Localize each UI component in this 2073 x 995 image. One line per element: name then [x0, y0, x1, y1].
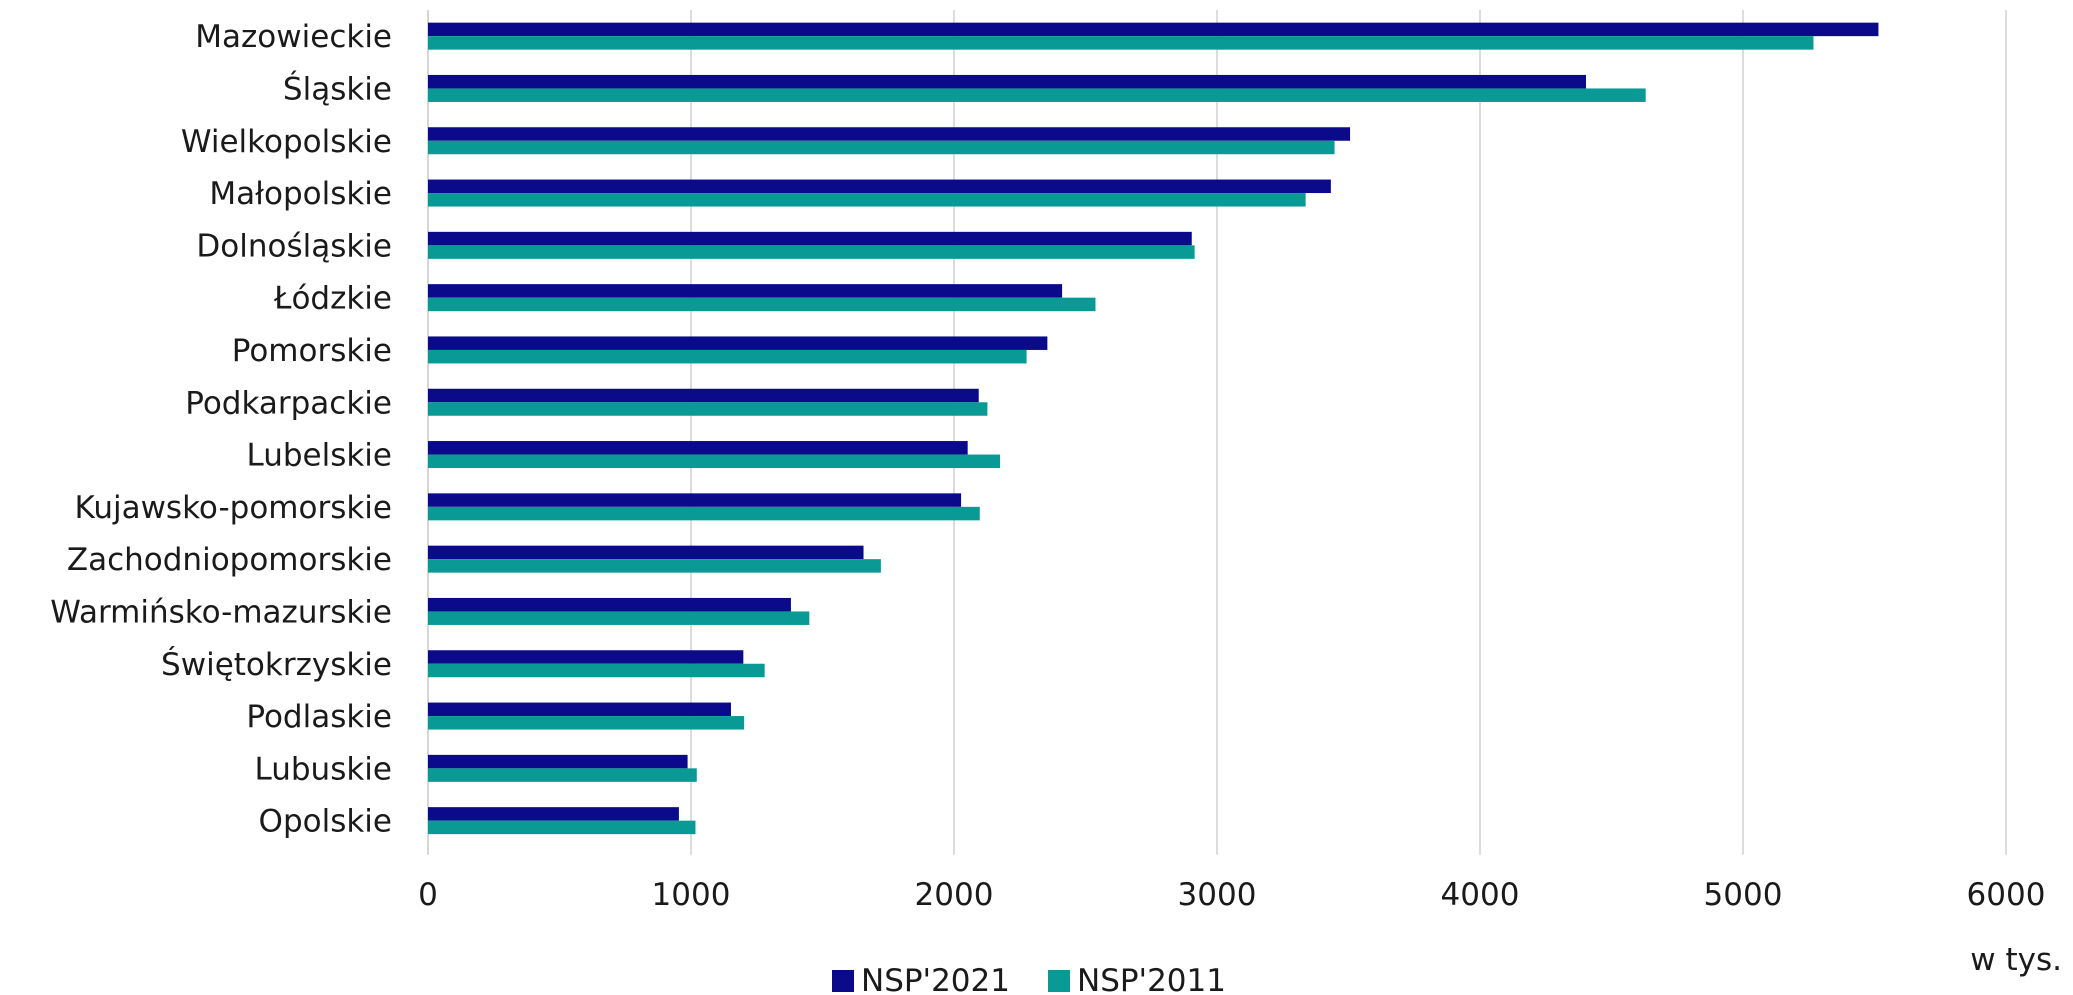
bar-nsp2021 — [428, 807, 679, 821]
category-label: Lubuskie — [255, 751, 393, 787]
bar-nsp2021 — [428, 231, 1192, 246]
category-label: Podkarpackie — [185, 385, 392, 421]
bar-nsp2021 — [428, 545, 864, 560]
category-label: Dolnośląskie — [196, 228, 392, 264]
bar-nsp2021 — [428, 127, 1351, 141]
bar-nsp2011 — [428, 140, 1335, 155]
legend-swatch — [832, 970, 854, 992]
x-tick-4000: 4000 — [1441, 877, 1520, 913]
category-label: Warmińsko-mazurskie — [50, 594, 392, 630]
category-label: Wielkopolskie — [181, 124, 392, 160]
bar-nsp2011 — [428, 349, 1027, 364]
bar-nsp2011 — [428, 506, 980, 521]
unit-label: w tys. — [1970, 942, 2062, 978]
x-tick-0: 0 — [418, 877, 438, 913]
bar-nsp2011 — [428, 663, 765, 678]
bar-nsp2021 — [428, 650, 744, 664]
legend: NSP'2021 NSP'2011 — [832, 963, 1226, 995]
x-tick-1000: 1000 — [652, 877, 731, 913]
x-tick-labels: 0 1000 2000 3000 4000 5000 6000 — [418, 877, 2045, 913]
bar-nsp2021 — [428, 74, 1586, 89]
bar-nsp2011 — [428, 36, 1814, 50]
bar-nsp2021 — [428, 284, 1063, 298]
bar-nsp2021 — [428, 754, 688, 769]
legend-label: NSP'2011 — [1077, 963, 1226, 995]
category-label: Mazowieckie — [195, 19, 392, 55]
bar-nsp2011 — [428, 245, 1195, 259]
bar-nsp2011 — [428, 402, 988, 416]
bar-nsp2021 — [428, 597, 791, 612]
bar-nsp2011 — [428, 716, 745, 730]
x-tick-3000: 3000 — [1178, 877, 1257, 913]
category-label: Podlaskie — [246, 699, 392, 735]
bar-nsp2011 — [428, 454, 1001, 469]
bar-nsp2011 — [428, 297, 1096, 312]
bar-nsp2011 — [428, 559, 881, 573]
x-tick-2000: 2000 — [915, 877, 994, 913]
legend-label: NSP'2021 — [861, 963, 1010, 995]
category-label: Opolskie — [259, 804, 392, 840]
category-label: Lubelskie — [246, 438, 392, 474]
category-labels: Mazowieckie Śląskie Wielkopolskie Małopolsk… — [50, 19, 392, 840]
bar-nsp2021 — [428, 22, 1879, 37]
bar-nsp2011 — [428, 820, 696, 835]
legend-swatch — [1048, 970, 1070, 992]
bar-nsp2021 — [428, 702, 731, 717]
bar-nsp2011 — [428, 768, 697, 782]
x-tick-5000: 5000 — [1704, 877, 1783, 913]
bar-nsp2021 — [428, 336, 1048, 350]
bar-nsp2021 — [428, 441, 968, 455]
category-label: Świętokrzyskie — [161, 646, 392, 683]
x-tick-6000: 6000 — [1967, 877, 2046, 913]
bar-nsp2011 — [428, 88, 1646, 102]
category-label: Zachodniopomorskie — [67, 542, 392, 578]
category-label: Małopolskie — [209, 176, 392, 212]
bar-nsp2011 — [428, 193, 1306, 207]
bar-nsp2021 — [428, 493, 962, 507]
bar-nsp2021 — [428, 179, 1331, 194]
category-label: Pomorskie — [232, 333, 392, 369]
category-label: Śląskie — [283, 70, 392, 107]
category-label: Łódzkie — [273, 281, 392, 317]
bar-nsp2021 — [428, 388, 979, 403]
bar-nsp2011 — [428, 611, 810, 625]
bars — [428, 22, 1879, 835]
category-label: Kujawsko-pomorskie — [75, 490, 392, 526]
